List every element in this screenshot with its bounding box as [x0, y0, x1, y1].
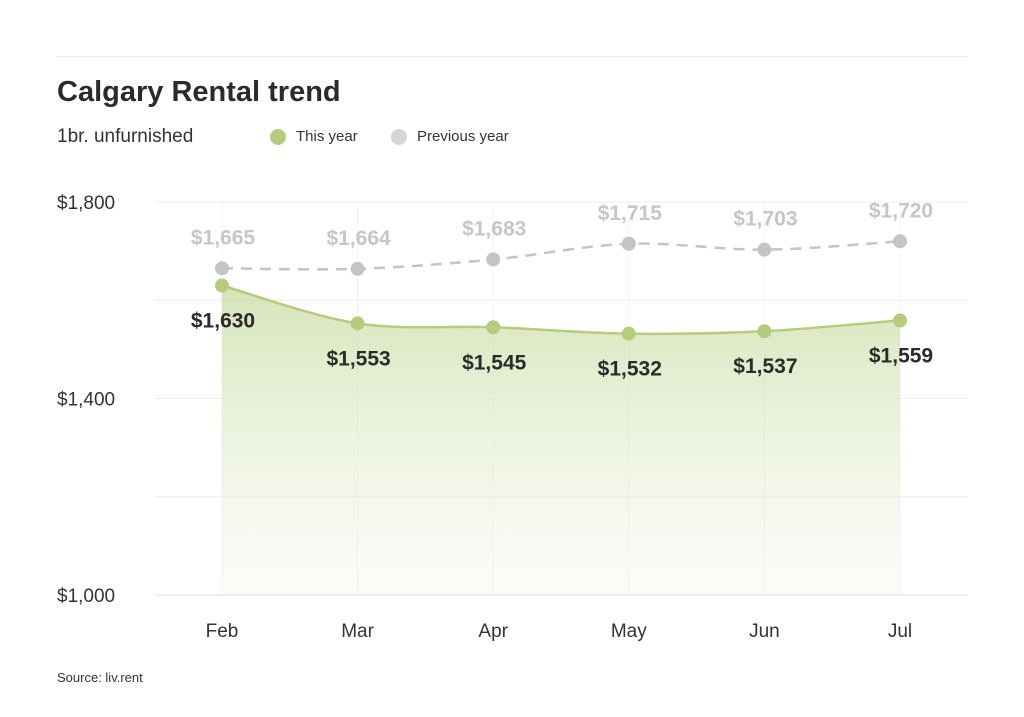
this-year-data-label: $1,537	[733, 355, 797, 378]
previous-year-line	[221, 240, 901, 271]
this-year-data-label: $1,553	[326, 347, 390, 370]
previous-year-point	[215, 261, 229, 276]
x-tick-label: May	[611, 621, 647, 642]
this-year-line	[221, 284, 901, 336]
previous-year-data-label: $1,715	[598, 202, 663, 225]
y-tick-label: $1,800	[57, 193, 115, 214]
previous-year-data-label: $1,683	[462, 217, 526, 240]
chart-title: Calgary Rental trend	[57, 76, 341, 108]
x-tick-label: Jul	[888, 621, 912, 642]
x-tick-label: Feb	[206, 621, 239, 642]
previous-year-point	[621, 236, 636, 251]
legend-swatch-previous-year	[391, 128, 407, 145]
this-year-point	[350, 316, 365, 331]
source-note: Source: liv.rent	[57, 670, 143, 685]
y-tick-label: $1,000	[57, 586, 115, 607]
top-divider	[57, 56, 968, 57]
previous-year-data-label: $1,665	[191, 226, 256, 249]
x-tick-label: Jun	[749, 621, 780, 642]
this-year-point	[215, 278, 229, 293]
this-year-data-label: $1,630	[191, 310, 255, 333]
previous-year-point	[757, 242, 772, 257]
x-tick-label: Mar	[341, 621, 374, 642]
this-year-data-label: $1,545	[462, 351, 527, 374]
previous-year-point	[486, 252, 501, 267]
previous-year-point	[350, 261, 365, 276]
y-tick-label: $1,400	[57, 390, 115, 411]
legend-item-previous-year: Previous year	[391, 128, 509, 145]
previous-year-point	[893, 234, 907, 249]
this-year-point	[486, 320, 501, 335]
this-year-area	[222, 285, 900, 595]
legend-item-this-year: This year	[270, 128, 358, 145]
previous-year-data-label: $1,664	[326, 227, 391, 250]
this-year-data-label: $1,559	[869, 344, 933, 367]
this-year-data-label: $1,532	[598, 358, 662, 381]
this-year-point	[757, 324, 772, 339]
legend-label-this-year: This year	[296, 128, 358, 145]
previous-year-data-label: $1,720	[869, 199, 933, 222]
x-tick-label: Apr	[478, 621, 508, 642]
this-year-point	[621, 326, 636, 341]
legend-label-previous-year: Previous year	[417, 128, 509, 145]
previous-year-data-label: $1,703	[733, 208, 797, 231]
chart-subtitle: 1br. unfurnished	[57, 126, 194, 147]
this-year-point	[893, 313, 907, 328]
legend-swatch-this-year	[270, 128, 286, 145]
